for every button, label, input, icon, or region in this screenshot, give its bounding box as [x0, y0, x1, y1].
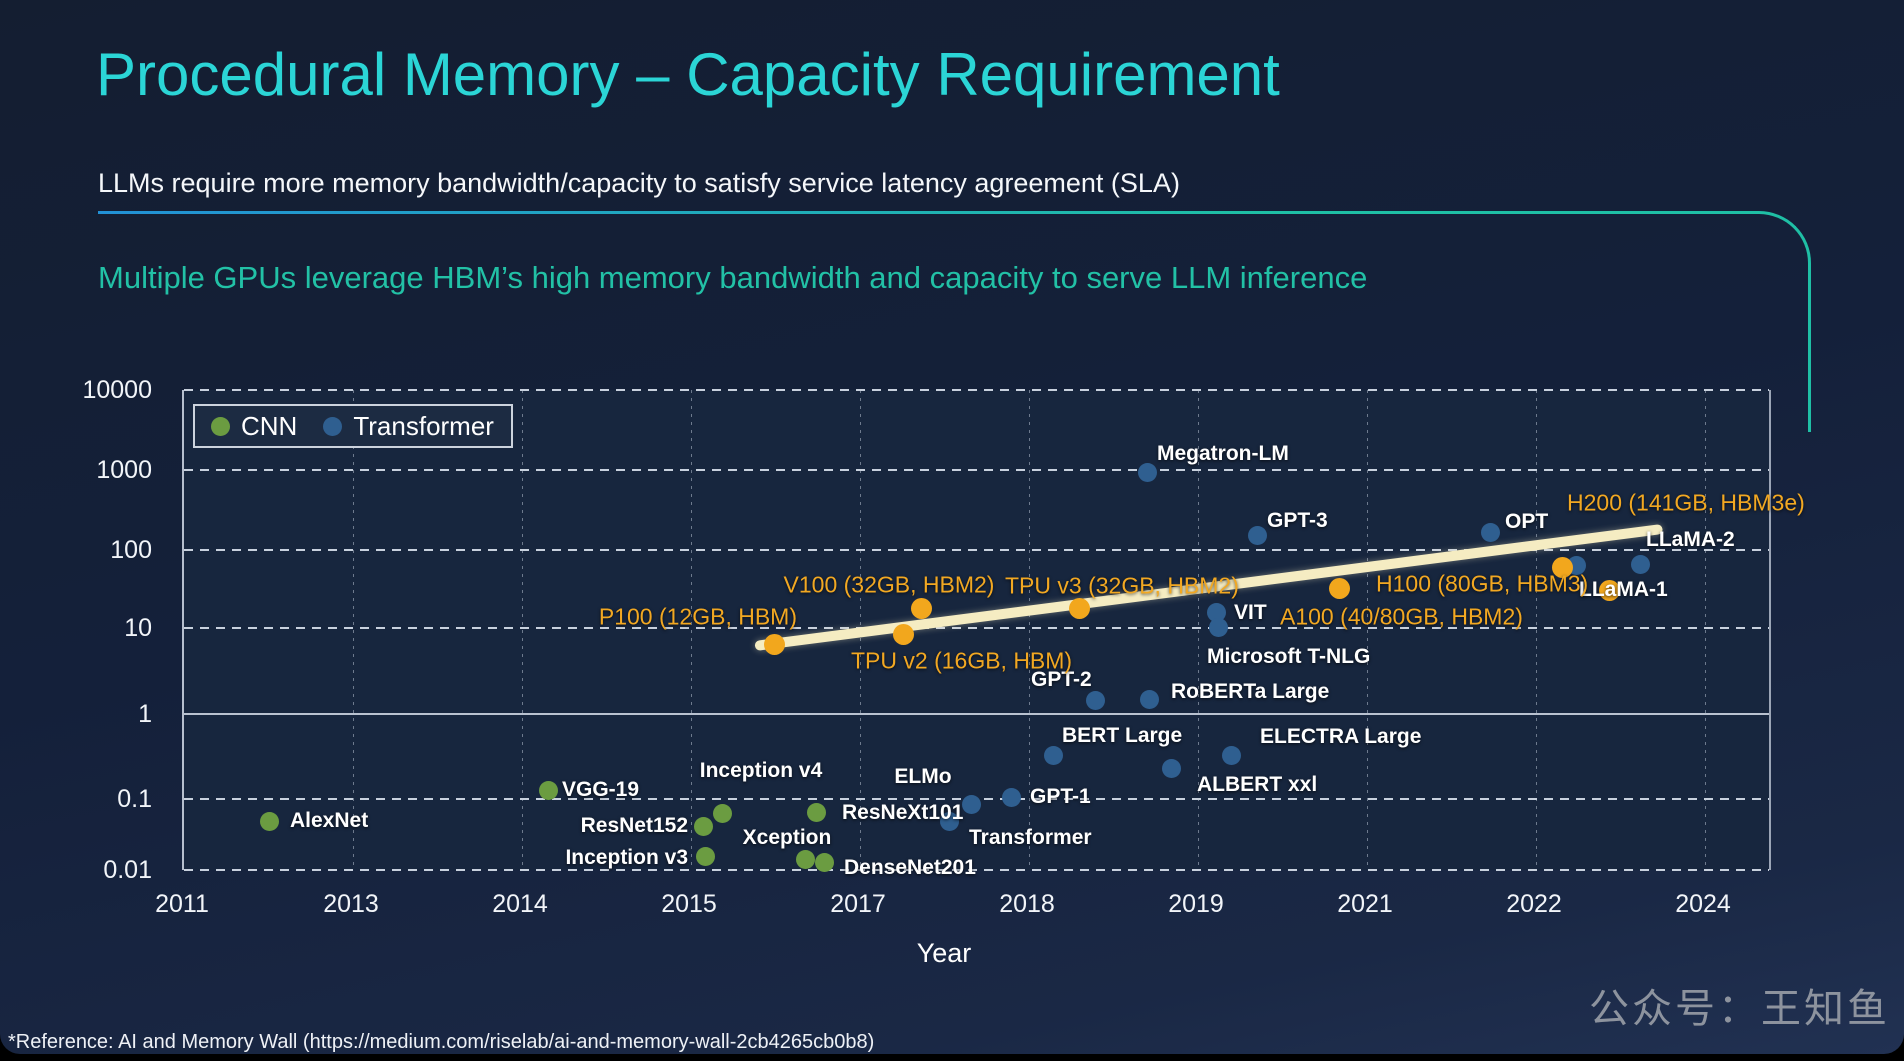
gridline-y-10 — [184, 627, 1769, 629]
legend-transformer-label: Transformer — [353, 410, 494, 441]
highlight-text: Multiple GPUs leverage HBM’s high memory… — [98, 260, 1368, 295]
gridline-y-1 — [184, 713, 1769, 715]
y-tick-10: 10 — [124, 614, 152, 642]
gridline-y-10000 — [184, 389, 1769, 391]
x-tick-2018: 2018 — [999, 890, 1055, 918]
gridline-x-2014 — [522, 390, 523, 870]
x-axis-title: Year — [916, 938, 972, 968]
chart-plot-area — [182, 389, 1771, 871]
gridline-x-2021 — [1367, 390, 1368, 870]
gridline-y-100 — [184, 549, 1769, 551]
x-tick-2013: 2013 — [323, 890, 379, 918]
y-tick-100: 100 — [110, 536, 152, 564]
gridline-x-2013 — [353, 390, 354, 870]
gridline-y-1000 — [184, 469, 1769, 471]
gridline-x-2018 — [1029, 390, 1030, 870]
y-tick-1000: 1000 — [96, 456, 152, 484]
accent-underline — [98, 211, 1248, 214]
x-tick-2017: 2017 — [830, 890, 886, 918]
x-tick-2021: 2021 — [1337, 890, 1393, 918]
legend-transformer-swatch-icon — [323, 416, 343, 436]
gridline-x-2022 — [1536, 390, 1537, 870]
y-tick-10000: 10000 — [82, 376, 152, 404]
gridline-x-2024 — [1705, 390, 1706, 870]
y-tick-1: 1 — [138, 700, 152, 728]
chart-legend: CNN Transformer — [193, 404, 513, 448]
x-tick-2014: 2014 — [492, 890, 548, 918]
subtitle: LLMs require more memory bandwidth/capac… — [98, 168, 1180, 198]
y-tick-0.1: 0.1 — [117, 785, 152, 813]
gridline-x-2019 — [1198, 390, 1199, 870]
gridline-y-0.1 — [184, 798, 1769, 800]
watermark: 公众号：王知鱼 — [1589, 987, 1890, 1031]
page-title: Procedural Memory – Capacity Requirement — [96, 41, 1280, 108]
reference-footnote: *Reference: AI and Memory Wall (https://… — [8, 1031, 875, 1053]
gridline-y-0.01 — [184, 869, 1769, 871]
legend-cnn-swatch-icon — [211, 416, 230, 436]
gridline-x-2015 — [691, 390, 692, 870]
y-tick-0.01: 0.01 — [103, 856, 152, 884]
x-tick-2019: 2019 — [1168, 890, 1224, 918]
x-tick-2015: 2015 — [661, 890, 717, 918]
x-tick-2022: 2022 — [1506, 890, 1562, 918]
x-tick-2024: 2024 — [1675, 890, 1731, 918]
gridline-x-2017 — [860, 390, 861, 870]
x-tick-2011: 2011 — [155, 890, 209, 918]
legend-cnn-label: CNN — [241, 410, 298, 441]
